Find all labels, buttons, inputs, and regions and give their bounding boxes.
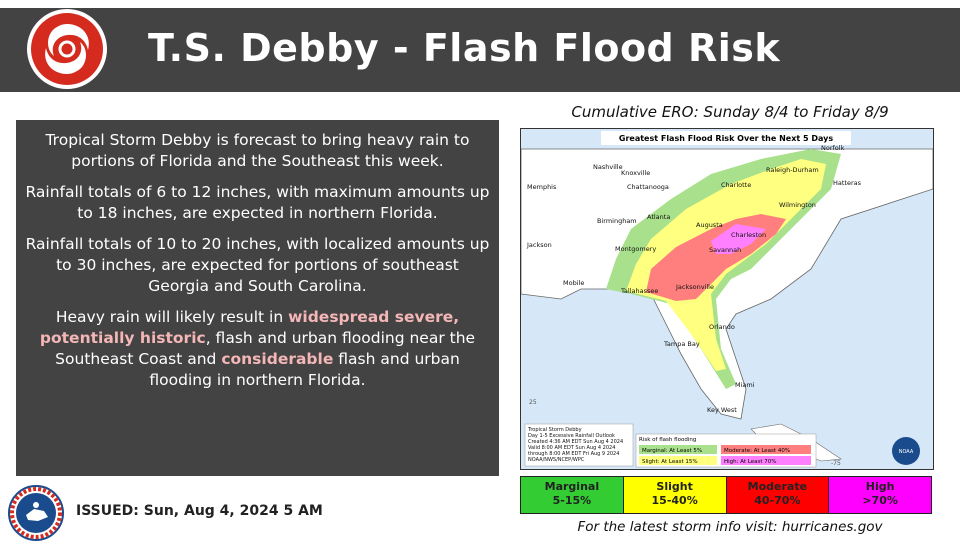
city-label: Nashville (593, 163, 623, 171)
city-label: Knoxville (621, 169, 650, 177)
legend-high-range: >70% (862, 494, 898, 507)
risk-slight-text: Slight: At Least 15% (642, 459, 698, 465)
lon-tick-75: -75 (831, 460, 841, 467)
city-label: Jacksonville (675, 283, 714, 291)
city-label: Montgomery (615, 245, 656, 253)
info-lines: Tropical Storm Debby Day 1-5 Excessive R… (527, 427, 623, 463)
city-label: Raleigh-Durham (766, 166, 819, 174)
lat-tick-25: 25 (529, 399, 537, 406)
highlight-widespread: widespread severe, potentially historic (39, 308, 460, 347)
legend-slight-name: Slight (656, 480, 693, 493)
city-label: Hatteras (833, 179, 862, 187)
city-label: Tampa Bay (663, 340, 700, 348)
summary-paragraph-4: Heavy rain will likely result in widespr… (24, 307, 491, 391)
info-line: Created 4:36 AM EDT Sun Aug 4 2024 (528, 439, 623, 445)
city-label: Chattanooga (627, 183, 669, 191)
p4-text-a: Heavy rain will likely result in (55, 308, 289, 326)
risk-moderate-swatch (721, 445, 811, 454)
flood-risk-map: Greatest Flash Flood Risk Over the Next … (520, 128, 934, 470)
header-bar (0, 8, 960, 92)
p4-text-c: flash and urban flooding in northern Flo… (149, 350, 460, 389)
risk-marginal-swatch (639, 445, 717, 454)
city-label: Jackson (526, 241, 552, 249)
legend-slight-range: 15-40% (651, 494, 698, 507)
legend-moderate: Moderate 40-70% (726, 477, 830, 513)
page-title: T.S. Debby - Flash Flood Risk (148, 26, 781, 70)
legend-marginal-range: 5-15% (552, 494, 592, 507)
footer-link-text: For the latest storm info visit: hurrica… (577, 519, 883, 535)
map-title-bg (601, 131, 851, 145)
city-label: Charlotte (721, 181, 751, 189)
risk-title: Risk of flash flooding (639, 437, 696, 443)
risk-marginal-text: Marginal: At Least 5% (642, 448, 702, 454)
legend-moderate-name: Moderate (747, 480, 808, 493)
city-label: Mobile (563, 279, 584, 287)
noaa-logo-icon: NOAA (892, 437, 920, 465)
city-label: Key West (707, 406, 737, 414)
risk-legend: Marginal 5-15% Slight 15-40% Moderate 40… (520, 476, 932, 514)
risk-slight-swatch (639, 456, 717, 465)
summary-paragraph-3: Rainfall totals of 10 to 20 inches, with… (25, 235, 490, 295)
risk-moderate-text: Moderate: At Least 40% (724, 448, 790, 454)
noaa-text: NOAA (899, 449, 914, 455)
map-svg: Greatest Flash Flood Risk Over the Next … (521, 131, 933, 468)
info-line: Tropical Storm Debby (527, 427, 582, 433)
highlight-considerable: considerable (221, 350, 334, 368)
hurricane-logo-icon (27, 9, 107, 89)
city-label: Memphis (527, 183, 557, 191)
legend-high: High >70% (829, 477, 931, 513)
city-labels: Nashville Knoxville Chattanooga Memphis … (526, 144, 862, 414)
city-label: Savannah (709, 246, 741, 254)
p4-text-b: , flash and urban flooding near the Sout… (55, 329, 476, 368)
info-line: through 8:00 AM EDT Fri Aug 9 2024 (528, 451, 619, 457)
legend-high-name: High (865, 480, 895, 493)
risk-high-swatch (721, 456, 811, 465)
nws-logo-icon (8, 485, 64, 541)
high-area (711, 224, 766, 254)
info-line: Day 1-5 Excessive Rainfall Outlook (528, 433, 615, 439)
city-label: Birmingham (597, 217, 637, 225)
city-label: Orlando (709, 323, 735, 331)
legend-slight: Slight 15-40% (623, 477, 727, 513)
map-title: Greatest Flash Flood Risk Over the Next … (619, 134, 833, 143)
info-line: Valid 8:00 AM EDT Sun Aug 4 2024 (528, 445, 615, 451)
legend-marginal: Marginal 5-15% (521, 477, 624, 513)
info-line: NOAA/NWS/NCEP/WPC (528, 457, 585, 463)
city-label: Charleston (731, 231, 766, 239)
header: T.S. Debby - Flash Flood Risk (0, 0, 960, 92)
city-label: Atlanta (647, 213, 670, 221)
issued-timestamp: ISSUED: Sun, Aug 4, 2024 5 AM (76, 503, 323, 519)
risk-high-text: High: At Least 70% (724, 459, 777, 465)
city-label: Miami (735, 381, 755, 389)
summary-box: Tropical Storm Debby is forecast to brin… (16, 120, 499, 476)
summary-paragraph-1: Tropical Storm Debby is forecast to brin… (45, 131, 470, 170)
city-label: Wilmington (779, 201, 816, 209)
map-caption: Cumulative ERO: Sunday 8/4 to Friday 8/9 (571, 103, 889, 121)
legend-marginal-name: Marginal (544, 480, 600, 493)
legend-moderate-range: 40-70% (754, 494, 801, 507)
summary-paragraph-2: Rainfall totals of 6 to 12 inches, with … (25, 183, 490, 222)
info-box (524, 423, 634, 467)
city-label: Augusta (696, 221, 723, 229)
city-label: Norfolk (821, 144, 845, 152)
city-label: Tallahassee (620, 287, 658, 295)
